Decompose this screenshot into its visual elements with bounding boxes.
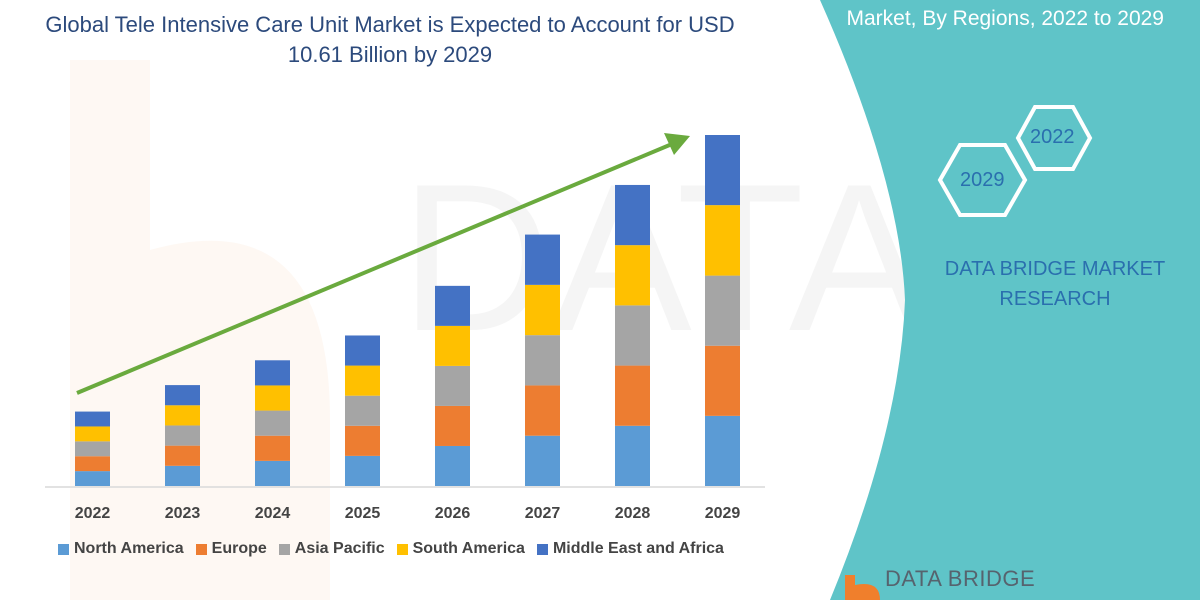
bar-segment-2022-3: [75, 426, 110, 442]
bar-segment-2029-4: [705, 135, 740, 206]
side-title: Market, By Regions, 2022 to 2029: [846, 7, 1164, 30]
bar-segment-2029-3: [705, 205, 740, 276]
bar-segment-2027-0: [525, 435, 560, 486]
logo-icon: [845, 575, 880, 600]
bar-segment-2028-1: [615, 365, 650, 426]
legend-swatch: [195, 543, 207, 555]
chart-title: Global Tele Intensive Care Unit Market i…: [45, 12, 735, 67]
trend-arrow: [76, 142, 673, 395]
x-tick-label: 2024: [255, 505, 291, 522]
bar-segment-2022-0: [75, 471, 110, 486]
bar-segment-2026-1: [435, 405, 470, 446]
bar-segment-2022-1: [75, 456, 110, 472]
hexagon-2029: [937, 143, 1028, 217]
bar-segment-2028-0: [615, 425, 650, 486]
bar-segment-2025-3: [345, 365, 380, 396]
x-tick-label: 2022: [75, 505, 111, 522]
bar-segment-2022-4: [75, 411, 110, 427]
x-tick-label: 2026: [435, 505, 471, 522]
legend-item: Middle East and Africa: [536, 540, 724, 558]
legend: North America Europe Asia Pacific South Ame…: [58, 540, 724, 558]
legend-label: Middle East and Africa: [552, 540, 724, 557]
logo-text: DATA BRIDGE: [885, 566, 1036, 591]
bar-segment-2024-2: [255, 410, 290, 436]
legend-swatch: [278, 543, 290, 555]
hexagon-label-2022: 2022: [1030, 126, 1075, 148]
legend-item: South America: [396, 540, 525, 558]
bar-segment-2024-0: [255, 460, 290, 486]
trend-arrow-head: [664, 133, 690, 155]
bar-segment-2025-2: [345, 395, 380, 426]
legend-label: South America: [412, 540, 525, 557]
brand-text: DATA BRIDGE MARKET RESEARCH: [944, 258, 1166, 310]
legend-label: Europe: [211, 540, 267, 557]
legend-swatch: [396, 543, 408, 555]
legend-label: Asia Pacific: [294, 540, 385, 557]
bar-segment-2026-3: [435, 325, 470, 366]
hexagon-label-2029: 2029: [960, 169, 1005, 191]
legend-swatch: [536, 543, 548, 555]
legend-item: North America: [58, 540, 184, 558]
x-tick-label: 2023: [165, 505, 201, 522]
bar-segment-2024-3: [255, 385, 290, 411]
bar-segment-2028-4: [615, 184, 650, 246]
bar-segment-2025-4: [345, 335, 380, 366]
bar-segment-2027-2: [525, 335, 560, 386]
bar-segment-2028-3: [615, 245, 650, 306]
bar-segment-2023-3: [165, 405, 200, 426]
x-tick-label: 2025: [345, 505, 381, 522]
bar-segment-2026-2: [435, 365, 470, 406]
legend-label: North America: [74, 540, 184, 557]
bar-segment-2025-1: [345, 425, 380, 456]
legend-swatch: [58, 543, 69, 555]
bar-segment-2023-4: [165, 385, 200, 406]
bar-segment-2024-4: [255, 360, 290, 386]
bar-segment-2025-0: [345, 455, 380, 486]
bar-segment-2029-2: [705, 275, 740, 346]
bar-segment-2027-1: [525, 385, 560, 436]
hexagon-2022: [1015, 105, 1093, 171]
legend-item: Asia Pacific: [278, 540, 385, 558]
bar-segment-2023-0: [165, 465, 200, 486]
x-tick-label: 2027: [525, 505, 561, 522]
bar-segment-2022-2: [75, 441, 110, 457]
legend-item: Europe: [195, 540, 267, 558]
bar-segment-2026-4: [435, 285, 470, 326]
bar-segment-2023-1: [165, 445, 200, 466]
bar-segment-2027-3: [525, 284, 560, 336]
bar-segment-2023-2: [165, 425, 200, 446]
bar-segment-2026-0: [435, 445, 470, 486]
bar-segment-2029-0: [705, 415, 740, 486]
bar-segment-2028-2: [615, 305, 650, 366]
bar-segment-2027-4: [525, 234, 560, 285]
teal-panel: [820, 0, 1200, 600]
bar-segment-2024-1: [255, 435, 290, 461]
x-tick-label: 2029: [705, 505, 741, 522]
bar-segment-2029-1: [705, 345, 740, 416]
x-tick-label: 2028: [615, 505, 651, 522]
